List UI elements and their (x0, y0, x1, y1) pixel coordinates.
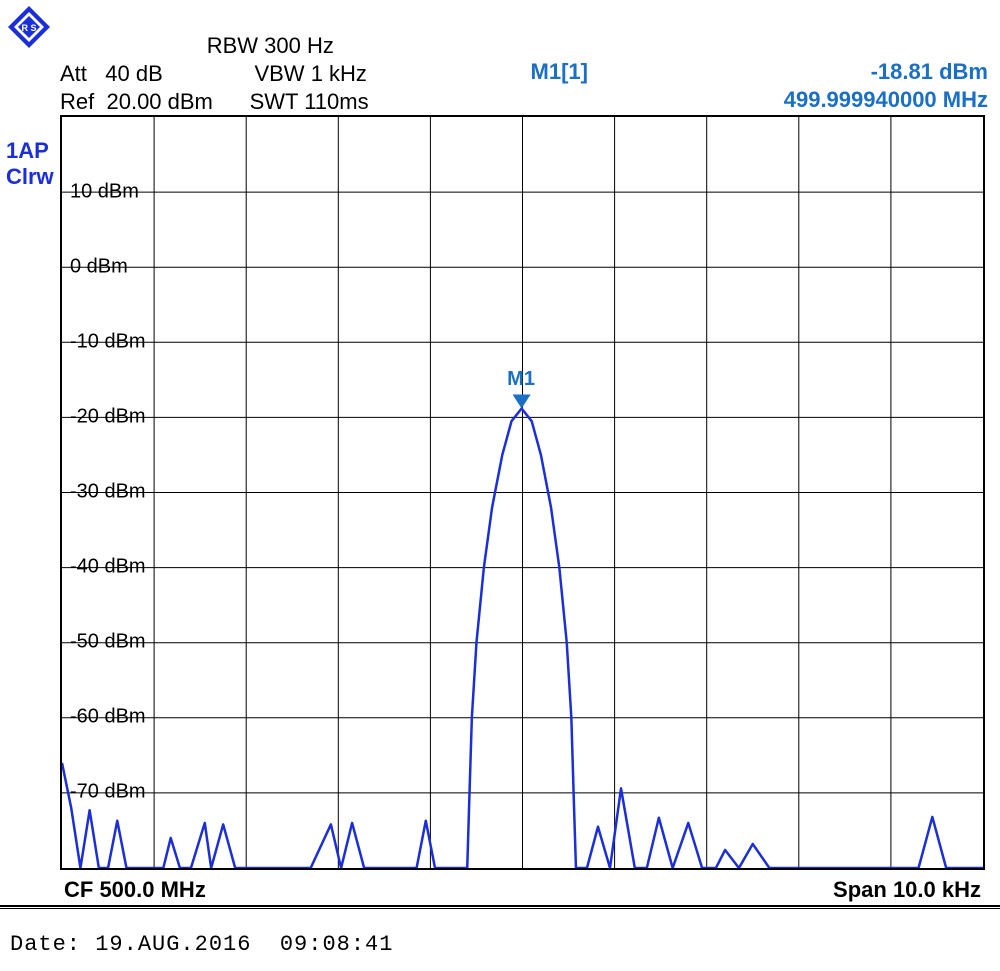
y-tick-label: -60 dBm (70, 706, 146, 729)
swt-value: 110ms (304, 89, 368, 114)
plot-footer: CF 500.0 MHz Span 10.0 kHz (60, 875, 985, 903)
divider-line-thin (0, 908, 1000, 909)
marker-readout: M1[1] -18.81 dBm 499.999940000 MHz (784, 58, 988, 114)
span-label: Span 10.0 kHz (833, 877, 981, 903)
brand-logo-icon: R S (6, 4, 52, 50)
divider-line (0, 905, 1000, 907)
settings-row-3: Ref 20.00 dBm SWT 110ms (60, 88, 369, 116)
marker-amplitude: -18.81 dBm (784, 58, 988, 86)
marker-name: M1[1] (531, 58, 588, 86)
y-tick-label: -20 dBm (70, 406, 146, 429)
ref-value: 20.00 dBm (106, 89, 212, 114)
y-tick-label: 0 dBm (70, 256, 128, 279)
y-tick-label: -10 dBm (70, 331, 146, 354)
y-tick-label: 10 dBm (70, 181, 139, 204)
trace-mode-label: 1AP Clrw (6, 138, 54, 190)
rbw-value: 300 Hz (264, 33, 334, 58)
y-tick-label: -40 dBm (70, 556, 146, 579)
spectrum-plot-svg (62, 117, 983, 868)
marker-short-label: M1 (507, 368, 535, 391)
trace-mode-line1: 1AP (6, 138, 54, 164)
vbw-value: 1 kHz (311, 61, 367, 86)
settings-row-2: Att 40 dB VBW 1 kHz (60, 60, 369, 88)
swt-label: SWT (250, 89, 298, 114)
brand-logo: R S (6, 4, 52, 55)
rbw-label: RBW (207, 33, 258, 58)
y-tick-label: -30 dBm (70, 481, 146, 504)
y-tick-label: -70 dBm (70, 781, 146, 804)
att-label: Att (60, 61, 87, 86)
vbw-label: VBW (254, 61, 304, 86)
spectrum-plot[interactable]: 10 dBm 0 dBm -10 dBm -20 dBm -30 dBm -40 dBm -… (60, 115, 985, 870)
trace-mode-line2: Clrw (6, 164, 54, 190)
settings-row-1: RBW 300 Hz (60, 32, 369, 60)
svg-text:R S: R S (21, 23, 36, 33)
blank-pad (60, 33, 207, 58)
acquisition-settings: RBW 300 Hz Att 40 dB VBW 1 kHz Ref 20.00… (60, 32, 369, 116)
ref-label: Ref (60, 89, 94, 114)
center-frequency-label: CF 500.0 MHz (64, 877, 206, 903)
y-tick-label: -50 dBm (70, 631, 146, 654)
marker-frequency: 499.999940000 MHz (784, 86, 988, 114)
att-value: 40 dB (105, 61, 163, 86)
capture-date: Date: 19.AUG.2016 09:08:41 (10, 932, 393, 957)
